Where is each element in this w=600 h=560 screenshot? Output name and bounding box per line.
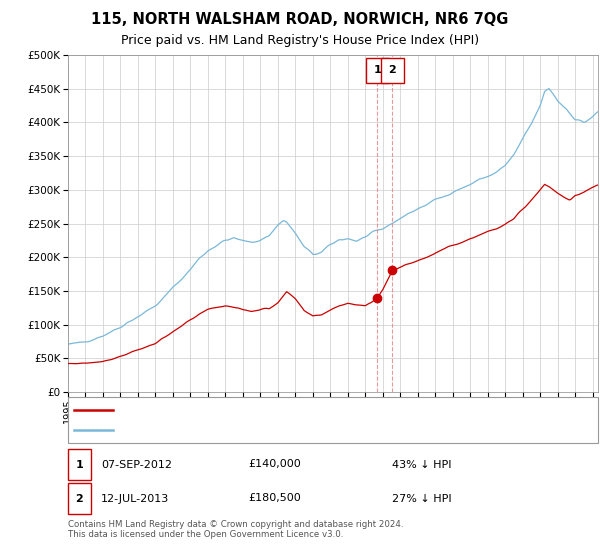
Text: 2: 2 bbox=[388, 66, 396, 76]
Text: 07-SEP-2012: 07-SEP-2012 bbox=[101, 460, 172, 469]
Text: Contains HM Land Registry data © Crown copyright and database right 2024.
This d: Contains HM Land Registry data © Crown c… bbox=[68, 520, 404, 539]
Text: HPI: Average price, detached house, Broadland: HPI: Average price, detached house, Broa… bbox=[116, 425, 362, 435]
Text: 12-JUL-2013: 12-JUL-2013 bbox=[101, 493, 169, 503]
Text: 1: 1 bbox=[76, 460, 83, 469]
Text: 1: 1 bbox=[374, 66, 382, 76]
Text: 2: 2 bbox=[76, 493, 83, 503]
Text: 115, NORTH WALSHAM ROAD, NORWICH, NR6 7QG (detached house): 115, NORTH WALSHAM ROAD, NORWICH, NR6 7Q… bbox=[116, 405, 476, 415]
Text: £140,000: £140,000 bbox=[248, 460, 301, 469]
Text: £180,500: £180,500 bbox=[248, 493, 301, 503]
Text: 27% ↓ HPI: 27% ↓ HPI bbox=[392, 493, 452, 503]
Text: Price paid vs. HM Land Registry's House Price Index (HPI): Price paid vs. HM Land Registry's House … bbox=[121, 34, 479, 47]
Text: 43% ↓ HPI: 43% ↓ HPI bbox=[392, 460, 452, 469]
Text: 115, NORTH WALSHAM ROAD, NORWICH, NR6 7QG: 115, NORTH WALSHAM ROAD, NORWICH, NR6 7Q… bbox=[91, 12, 509, 27]
